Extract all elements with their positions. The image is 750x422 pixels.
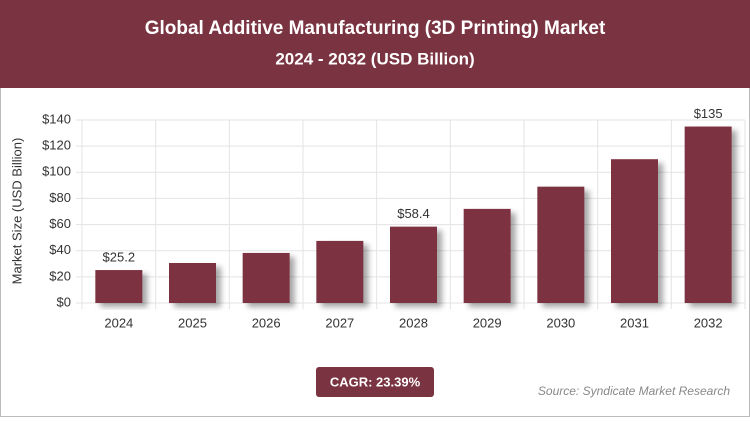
bar bbox=[95, 270, 143, 303]
x-tick-label: 2025 bbox=[178, 315, 207, 330]
cagr: CAGR: 23.39% bbox=[330, 374, 421, 389]
y-tick-label: $120 bbox=[42, 138, 71, 153]
cagr-box bbox=[316, 367, 434, 397]
data-label: $25.2 bbox=[103, 249, 136, 264]
x-tick-label: 2032 bbox=[694, 315, 723, 330]
y-tick-label: $140 bbox=[42, 111, 71, 126]
bar bbox=[684, 126, 732, 304]
data-label: $135 bbox=[694, 106, 723, 121]
source: Source: Syndicate Market Research bbox=[538, 384, 730, 398]
bar bbox=[316, 240, 364, 303]
x-tick-label: 2028 bbox=[399, 315, 428, 330]
chart-title: Global Additive Manufacturing (3D Printi… bbox=[145, 18, 606, 39]
chart-subtitle: 2024 - 2032 (USD Billion) bbox=[275, 49, 474, 68]
y-axis-label: Market Size (USD Billion) bbox=[9, 138, 24, 285]
bar bbox=[169, 263, 216, 303]
y-tick-label: $20 bbox=[49, 268, 71, 283]
header bbox=[0, 0, 750, 88]
x-tick-label: 2031 bbox=[620, 315, 649, 330]
y-tick-label: $100 bbox=[42, 164, 71, 179]
y-tick-label: $40 bbox=[49, 242, 71, 257]
y-tick-label: $60 bbox=[49, 216, 71, 231]
x-tick-label: 2030 bbox=[546, 315, 575, 330]
data-label: $58.4 bbox=[397, 206, 430, 221]
x-tick-label: 2026 bbox=[252, 315, 281, 330]
y-tick-label: $0 bbox=[57, 294, 71, 309]
bar bbox=[463, 208, 511, 303]
bar bbox=[611, 159, 658, 303]
x-tick-label: 2027 bbox=[325, 315, 354, 330]
bar bbox=[242, 252, 290, 303]
y-tick-label: $80 bbox=[49, 190, 71, 205]
bar bbox=[390, 226, 437, 303]
x-tick-label: 2024 bbox=[104, 315, 133, 330]
x-tick-label: 2029 bbox=[473, 315, 502, 330]
bar bbox=[537, 186, 585, 303]
